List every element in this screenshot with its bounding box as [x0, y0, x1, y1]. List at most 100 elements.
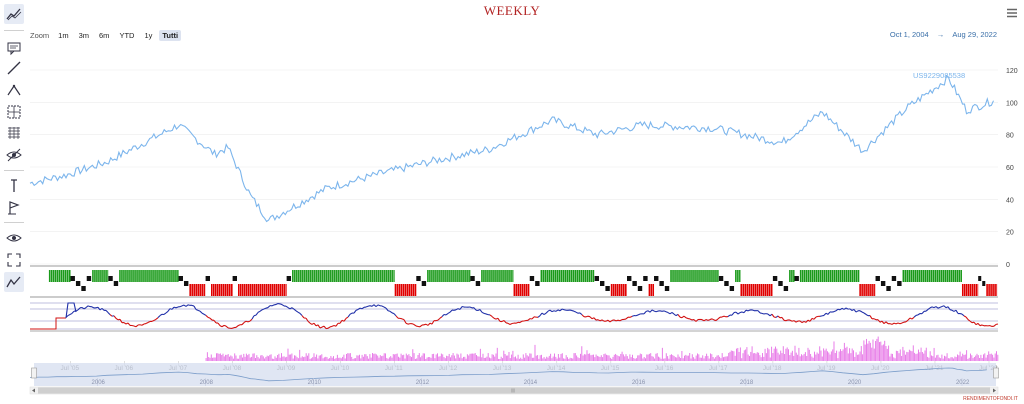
volume-bar — [819, 346, 821, 361]
fullscreen-icon[interactable] — [4, 250, 24, 270]
volume-bar — [864, 344, 866, 361]
volume-bar — [733, 351, 735, 361]
oscillator-segment — [249, 318, 253, 322]
oscillator-segment — [601, 319, 605, 322]
oscillator-segment — [501, 320, 505, 323]
volume-bar — [984, 353, 986, 361]
volume-bar — [673, 355, 675, 361]
oscillator-segment — [869, 315, 873, 320]
oscillator-segment — [453, 309, 457, 311]
signal-buy-bar — [678, 270, 680, 282]
volume-bar — [243, 353, 245, 361]
grid-icon[interactable] — [4, 123, 24, 143]
scroll-right-arrow-icon[interactable] — [993, 388, 996, 393]
volume-bar — [602, 357, 604, 361]
signal-buy-bar — [501, 270, 503, 282]
zoom-1m-button[interactable]: 1m — [58, 30, 69, 40]
volume-bar — [882, 344, 884, 361]
volume-bar — [872, 339, 874, 361]
volume-bar — [902, 346, 904, 361]
eye-icon[interactable] — [4, 228, 24, 248]
chart-type-icon[interactable] — [4, 272, 24, 292]
volume-bar — [306, 355, 308, 361]
volume-bar — [521, 358, 523, 361]
volume-bar — [564, 358, 566, 361]
zoom-1y-button[interactable]: 1y — [144, 30, 153, 40]
volume-bar — [553, 353, 555, 361]
scroll-left-arrow-icon[interactable] — [32, 388, 35, 393]
signal-buy-bar — [926, 270, 929, 282]
vertical-line-icon[interactable] — [4, 176, 24, 196]
oscillator-segment — [949, 309, 953, 311]
signal-buy-bar — [340, 270, 342, 282]
line-chart-icon[interactable] — [4, 4, 24, 24]
navigator-right-handle[interactable] — [993, 367, 999, 379]
volume-bar — [955, 357, 957, 361]
oscillator-segment — [675, 313, 679, 317]
volume-bar — [768, 349, 770, 361]
oscillator-segment — [151, 319, 155, 322]
signal-sell-bar — [648, 284, 651, 296]
volume-bar — [565, 355, 567, 361]
volume-bar — [431, 354, 433, 361]
volume-bar — [635, 358, 637, 361]
oscillator-segment — [823, 312, 827, 316]
oscillator-segment — [159, 313, 163, 317]
flag-icon[interactable] — [4, 198, 24, 218]
volume-bar — [561, 353, 563, 361]
measure-icon[interactable] — [4, 102, 24, 122]
volume-bar — [392, 354, 394, 361]
volume-bar — [873, 348, 875, 361]
zoom-all-button[interactable]: Tutti — [159, 29, 182, 41]
volume-bar — [287, 348, 289, 361]
volume-bar — [305, 353, 307, 361]
signal-buy-bar — [700, 270, 702, 282]
volume-bar — [787, 349, 789, 361]
volume-bar — [345, 353, 347, 361]
volume-bar — [856, 354, 858, 361]
oscillator-segment — [593, 317, 597, 321]
volume-bar — [539, 355, 541, 361]
range-to-input[interactable]: Aug 29, 2022 — [952, 30, 997, 39]
signal-sell-bar — [210, 284, 213, 296]
zoom-6m-button[interactable]: 6m — [99, 30, 110, 40]
volume-bar — [933, 347, 935, 361]
signal-sell-bar — [760, 284, 763, 296]
oscillator-segment — [171, 306, 175, 310]
path-icon[interactable] — [4, 80, 24, 100]
oscillator-segment — [605, 319, 609, 322]
signal-buy-bar — [570, 270, 573, 282]
volume-bar — [811, 356, 813, 361]
signal-buy-bar — [322, 270, 324, 282]
signal-buy-bar — [497, 270, 499, 282]
oscillator-segment — [843, 307, 847, 310]
annotation-icon[interactable] — [4, 38, 24, 58]
zoom-3m-button[interactable]: 3m — [78, 30, 90, 40]
volume-bar — [357, 355, 359, 361]
volume-bar — [351, 356, 353, 361]
volume-bar — [487, 353, 489, 361]
oscillator-segment — [959, 313, 963, 315]
volume-bar — [608, 355, 610, 361]
oscillator-segment — [933, 306, 937, 309]
signal-buy-bar — [378, 270, 380, 282]
volume-bar — [529, 353, 531, 361]
volume-bar — [929, 351, 931, 361]
hamburger-menu-icon[interactable] — [1006, 6, 1018, 18]
oscillator-segment — [441, 314, 445, 318]
trend-line-icon[interactable] — [4, 58, 24, 78]
signal-buy-bar — [835, 270, 838, 282]
navigator-left-handle[interactable] — [31, 367, 37, 379]
volume-bar — [475, 355, 477, 361]
signal-sell-bar — [766, 284, 769, 296]
hide-icon[interactable] — [4, 145, 24, 165]
volume-bar — [629, 354, 631, 361]
volume-bar — [550, 353, 552, 361]
navigator[interactable]: 2006 2008 2010 2012 2014 2016 2018 2020 2022 — [29, 363, 999, 395]
signal-sell-bar — [402, 284, 405, 296]
oscillator-segment — [147, 320, 151, 323]
volume-bar — [943, 355, 945, 361]
zoom-ytd-button[interactable]: YTD — [119, 30, 135, 40]
range-from-input[interactable]: Oct 1, 2004 — [889, 30, 929, 39]
volume-bar — [387, 358, 389, 361]
